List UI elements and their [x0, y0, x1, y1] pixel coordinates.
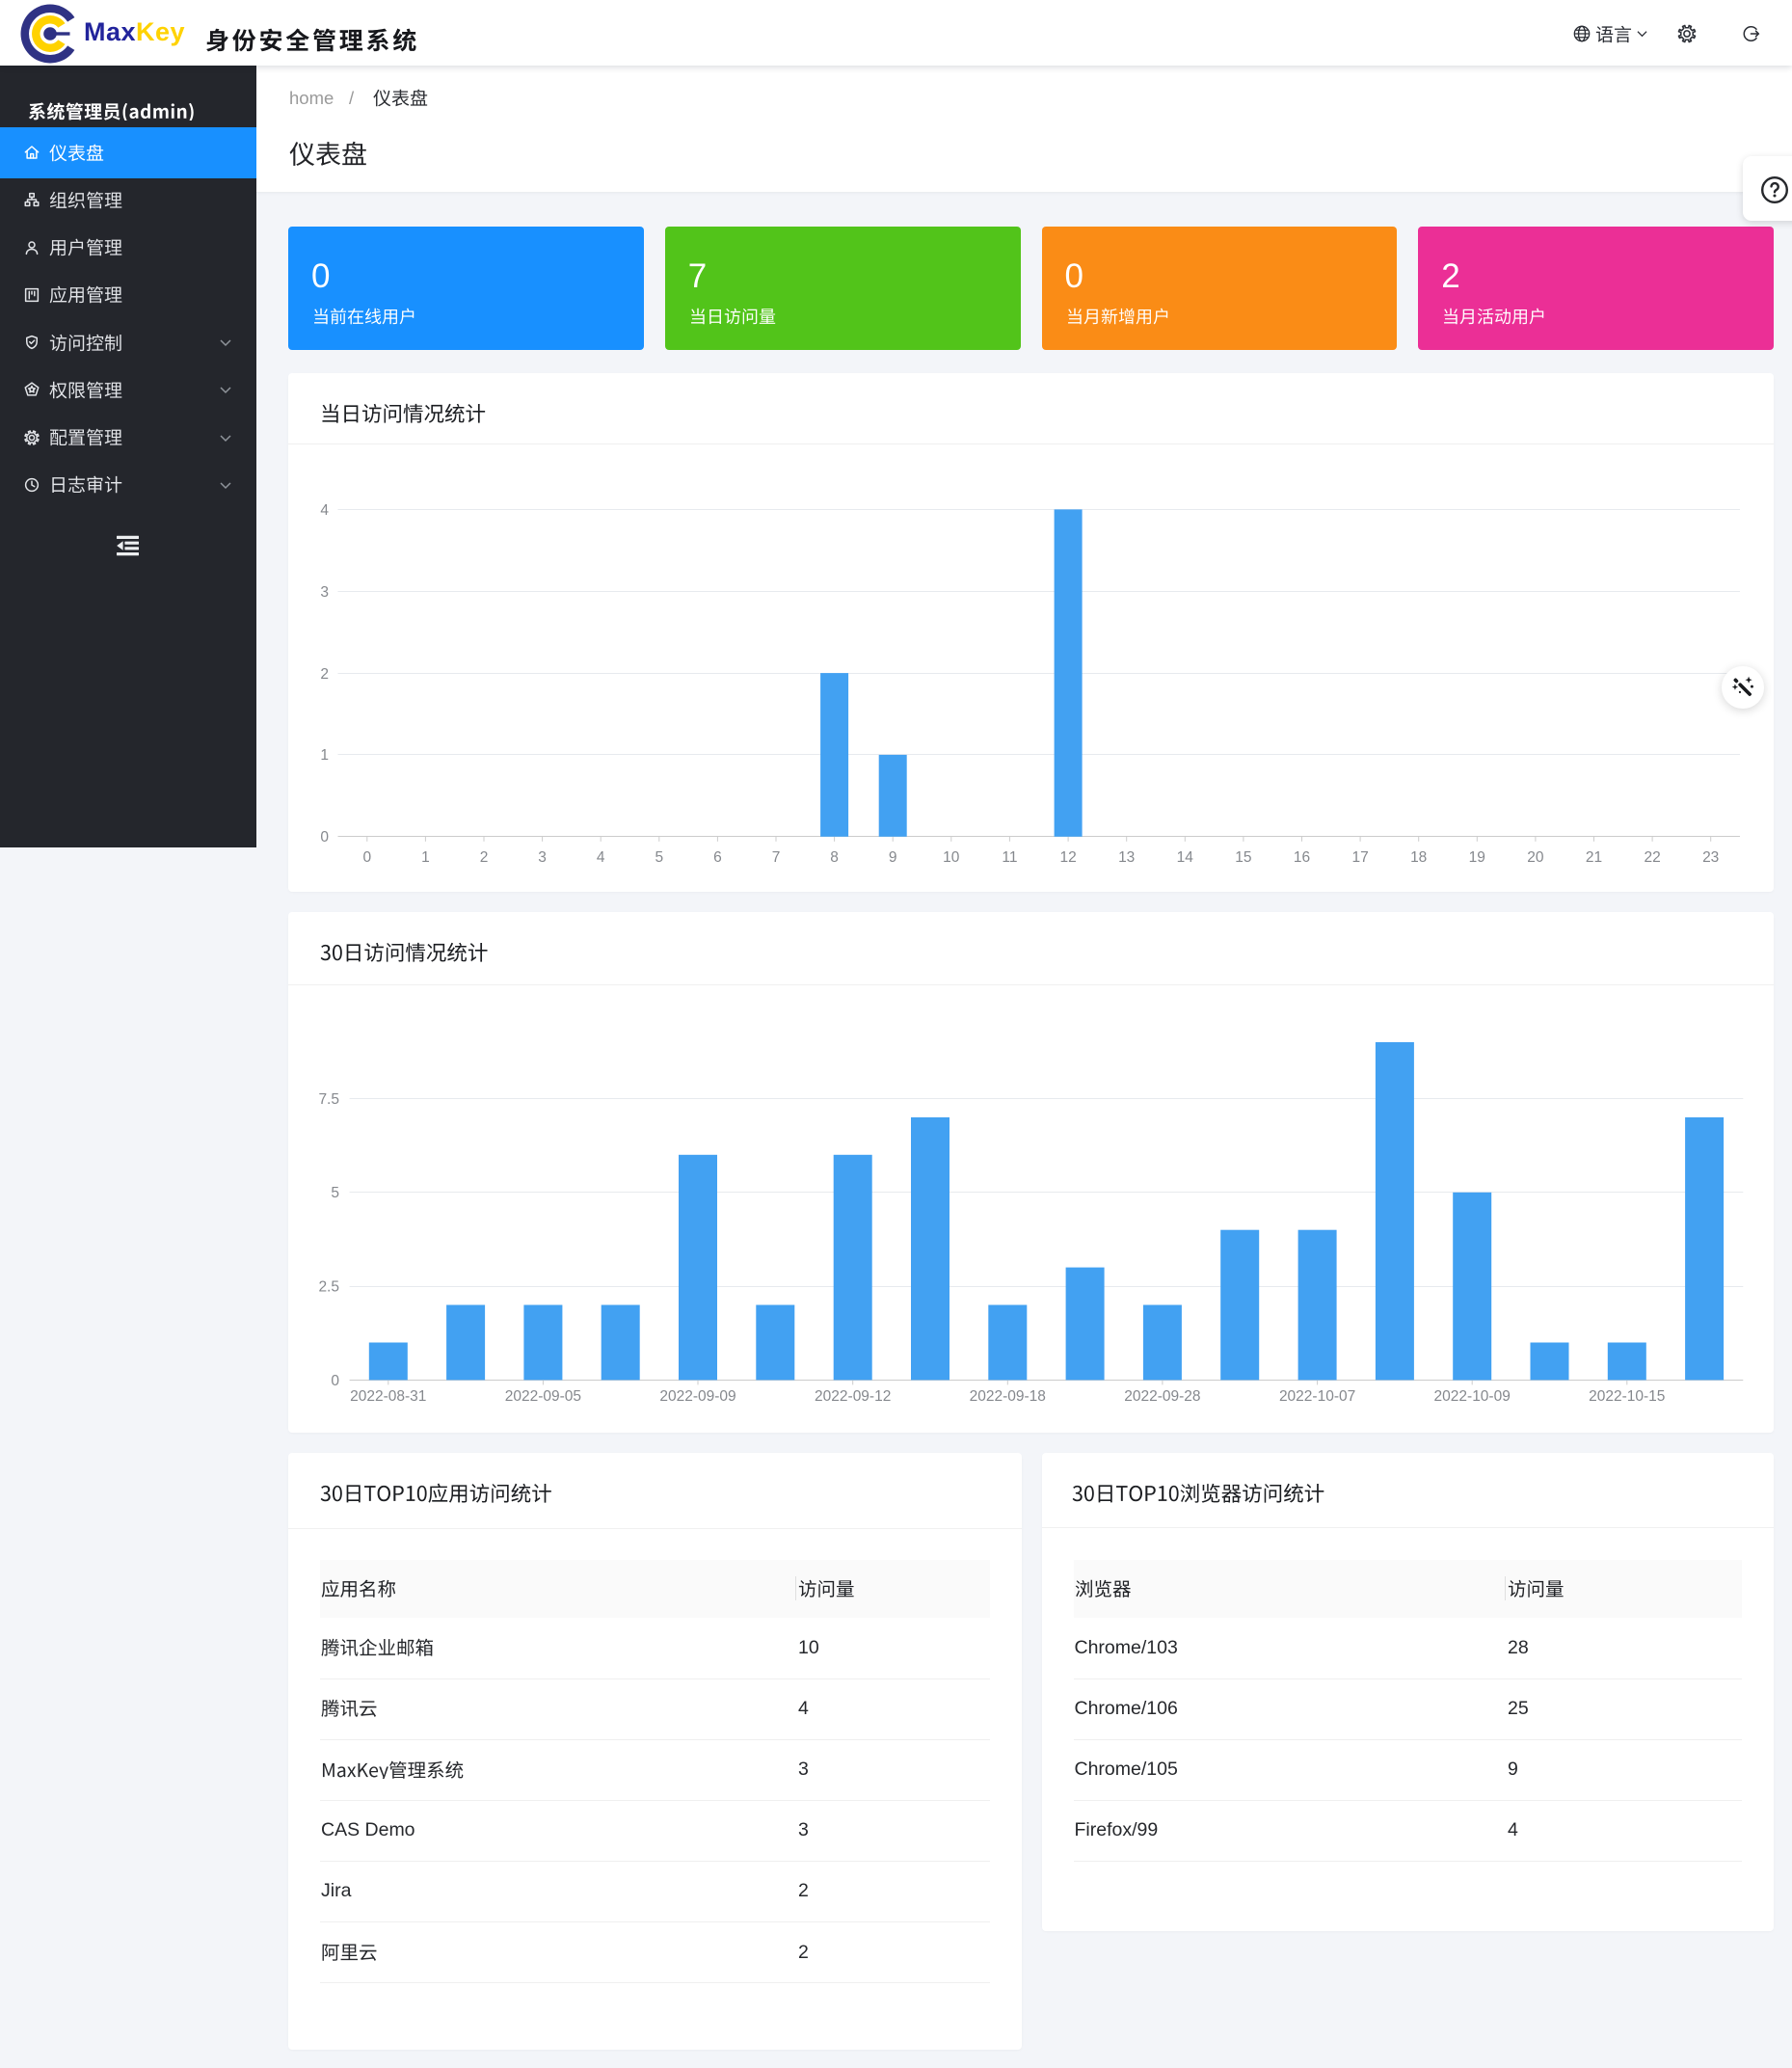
svg-text:17: 17: [1351, 849, 1368, 866]
svg-text:5: 5: [331, 1185, 339, 1201]
svg-text:4: 4: [597, 849, 605, 866]
svg-text:3: 3: [320, 584, 329, 601]
svg-text:2022-09-18: 2022-09-18: [970, 1388, 1046, 1405]
svg-text:8: 8: [830, 849, 839, 866]
svg-text:2022-09-28: 2022-09-28: [1124, 1388, 1200, 1405]
svg-text:5: 5: [655, 849, 663, 866]
svg-text:6: 6: [713, 849, 722, 866]
svg-text:11: 11: [1002, 849, 1017, 866]
svg-text:15: 15: [1235, 849, 1251, 866]
svg-text:20: 20: [1527, 849, 1544, 866]
svg-text:2.5: 2.5: [318, 1279, 339, 1296]
svg-text:1: 1: [320, 747, 329, 764]
svg-text:2022-10-15: 2022-10-15: [1589, 1388, 1665, 1405]
svg-text:10: 10: [943, 849, 960, 866]
svg-text:2022-09-09: 2022-09-09: [659, 1388, 736, 1405]
svg-text:23: 23: [1702, 849, 1719, 866]
svg-text:12: 12: [1059, 849, 1076, 866]
svg-text:9: 9: [889, 849, 897, 866]
svg-text:2022-09-05: 2022-09-05: [505, 1388, 581, 1405]
svg-text:2022-09-12: 2022-09-12: [815, 1388, 891, 1405]
svg-text:1: 1: [421, 849, 430, 866]
svg-text:21: 21: [1586, 849, 1602, 866]
svg-text:18: 18: [1410, 849, 1427, 866]
svg-text:22: 22: [1644, 849, 1660, 866]
svg-text:2022-10-07: 2022-10-07: [1279, 1388, 1355, 1405]
svg-text:2022-10-09: 2022-10-09: [1434, 1388, 1511, 1405]
svg-text:0: 0: [320, 829, 329, 846]
svg-text:14: 14: [1177, 849, 1194, 866]
svg-text:7: 7: [772, 849, 781, 866]
svg-text:3: 3: [538, 849, 547, 866]
svg-text:2: 2: [320, 666, 329, 683]
svg-text:19: 19: [1469, 849, 1485, 866]
svg-text:4: 4: [320, 502, 329, 519]
svg-text:16: 16: [1294, 849, 1310, 866]
svg-text:0: 0: [331, 1373, 339, 1389]
svg-text:13: 13: [1118, 849, 1135, 866]
svg-text:0: 0: [362, 849, 371, 866]
svg-text:2022-08-31: 2022-08-31: [350, 1388, 426, 1405]
svg-text:2: 2: [480, 849, 489, 866]
svg-text:7.5: 7.5: [318, 1091, 339, 1108]
